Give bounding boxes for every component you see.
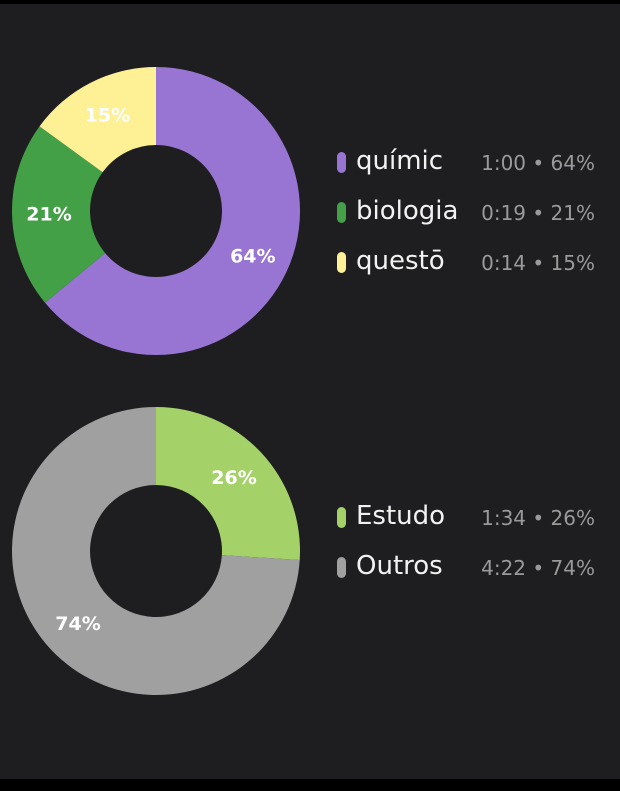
- legend-label: Outros: [356, 551, 443, 581]
- legend-swatch: [337, 507, 346, 528]
- legend-item[interactable]: Estudo 1:34 • 26%: [335, 497, 595, 547]
- legend-label: biologia: [356, 196, 459, 226]
- legend: Estudo 1:34 • 26% Outros 4:22 • 74%: [335, 497, 595, 597]
- legend-swatch: [337, 252, 346, 273]
- slice-label: 26%: [211, 467, 256, 489]
- legend-item[interactable]: questō 0:14 • 15%: [335, 242, 595, 292]
- donut-slice[interactable]: [156, 407, 300, 561]
- slice-label: 64%: [230, 246, 275, 268]
- legend-swatch: [337, 557, 346, 578]
- legend: químic 1:00 • 64% biologia 0:19 • 21% qu…: [335, 142, 595, 292]
- donut-chart-subjects: 64% 21% 15% químic 1:00 • 64% biologia 0:1…: [0, 62, 620, 362]
- donut-svg: 64% 21% 15%: [11, 67, 300, 355]
- legend-label: Estudo: [356, 501, 446, 531]
- legend-value: 1:00 • 64%: [481, 151, 595, 175]
- legend-label: químic: [356, 146, 444, 176]
- donut-svg: 26% 74%: [11, 407, 300, 695]
- donut-slice[interactable]: [11, 126, 106, 303]
- legend-swatch: [337, 152, 346, 173]
- legend-label: questō: [356, 246, 445, 276]
- slice-label: 15%: [85, 105, 130, 127]
- slice-label: 21%: [26, 203, 71, 225]
- legend-value: 4:22 • 74%: [481, 556, 595, 580]
- donut-slice[interactable]: [39, 67, 156, 173]
- donut-slice[interactable]: [11, 407, 300, 695]
- legend-item[interactable]: Outros 4:22 • 74%: [335, 547, 595, 597]
- legend-value: 1:34 • 26%: [481, 506, 595, 530]
- donut-chart-activity: 26% 74% Estudo 1:34 • 26% Outros 4:22 • 7…: [0, 402, 620, 702]
- slice-label: 74%: [55, 613, 100, 635]
- top-bar: [0, 0, 620, 4]
- legend-item[interactable]: químic 1:00 • 64%: [335, 142, 595, 192]
- legend-item[interactable]: biologia 0:19 • 21%: [335, 192, 595, 242]
- legend-value: 0:14 • 15%: [481, 251, 595, 275]
- donut-slice[interactable]: [45, 67, 300, 355]
- legend-value: 0:19 • 21%: [481, 201, 595, 225]
- bottom-bar: [0, 779, 620, 791]
- legend-swatch: [337, 202, 346, 223]
